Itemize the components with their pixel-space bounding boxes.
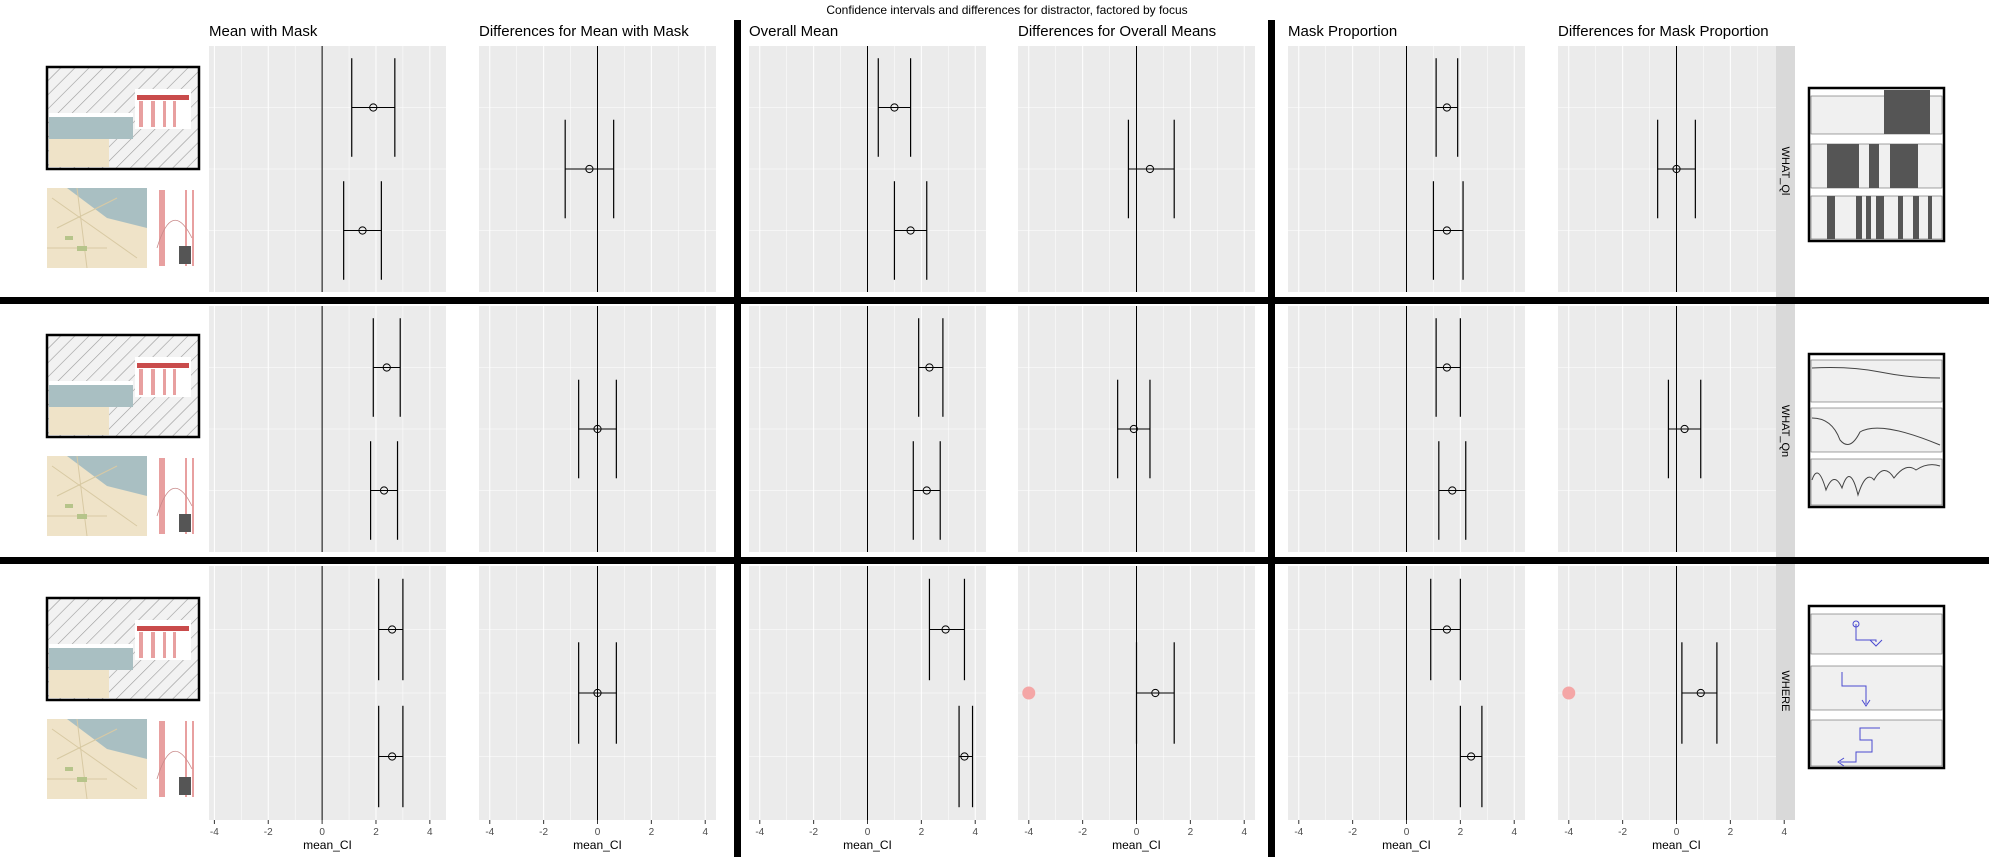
x-tick-label: -4 — [1024, 827, 1033, 838]
x-tick-label: 2 — [649, 827, 655, 838]
x-axis-label: mean_CI — [1652, 838, 1701, 852]
separator-bars — [0, 20, 1989, 857]
thumbnail-map-2 — [46, 455, 199, 537]
focus-illustration-what-ql — [1807, 86, 1946, 243]
x-tick-label: 0 — [865, 827, 871, 838]
mean-point — [1680, 424, 1689, 434]
x-tick-label: 4 — [1511, 827, 1517, 838]
x-axis-label: mean_CI — [1112, 838, 1161, 852]
facet-label-what-ql: WHAT_Ql — [1779, 147, 1791, 196]
x-tick-label: -2 — [1348, 827, 1357, 838]
mean-point — [1672, 164, 1681, 174]
mean-point — [1442, 103, 1451, 112]
mean-point — [369, 103, 378, 112]
x-tick-label: 4 — [1241, 827, 1247, 838]
row-separator-2 — [0, 557, 1989, 564]
x-tick-label: 4 — [972, 827, 978, 838]
panel-title: Overall Mean — [749, 23, 838, 40]
mean-point — [382, 363, 391, 372]
highlight-dot — [1562, 686, 1576, 700]
x-axis-label: mean_CI — [843, 838, 892, 852]
x-tick-label: -2 — [1618, 827, 1627, 838]
mean-point — [925, 363, 934, 372]
x-tick-label: 2 — [919, 827, 925, 838]
mean-point — [1442, 363, 1451, 372]
mean-point — [941, 625, 950, 634]
x-tick-label: 0 — [1404, 827, 1410, 838]
mean-point — [1151, 688, 1160, 698]
facet-strip-background — [1776, 46, 1795, 820]
x-tick-label: -4 — [485, 827, 494, 838]
x-tick-label: -4 — [1564, 827, 1573, 838]
x-tick-label: 4 — [427, 827, 433, 838]
x-tick-label: 4 — [1781, 827, 1787, 838]
x-tick-label: 0 — [1674, 827, 1680, 838]
focus-illustrations — [1807, 86, 1946, 770]
x-tick-label: 0 — [1134, 827, 1140, 838]
mean-point — [388, 752, 397, 761]
mean-point — [1129, 424, 1138, 434]
facet-label-where: WHERE — [1779, 671, 1791, 712]
panel-title: Mean with Mask — [209, 23, 318, 40]
x-tick-label: 2 — [373, 827, 379, 838]
mean-point — [1696, 688, 1705, 698]
x-tick-label: 2 — [1188, 827, 1194, 838]
x-tick-label: -4 — [755, 827, 764, 838]
mean-point — [1145, 164, 1155, 174]
mean-point — [960, 752, 969, 761]
mean-point — [388, 625, 397, 634]
facet-label-what-qn: WHAT_Qn — [1779, 405, 1791, 457]
mean-point — [1442, 625, 1451, 634]
x-tick-label: 4 — [702, 827, 708, 838]
mean-point — [1448, 486, 1457, 495]
x-axis-label: mean_CI — [573, 838, 622, 852]
mean-point — [1467, 752, 1476, 761]
mean-point — [1442, 226, 1451, 235]
focus-illustration-where — [1807, 604, 1946, 770]
mean-point — [585, 164, 594, 174]
row-separator-1 — [0, 297, 1989, 304]
x-tick-label: 2 — [1458, 827, 1464, 838]
facet-strip: WHAT_Ql WHAT_Qn WHERE — [1776, 46, 1795, 820]
mean-point — [593, 424, 602, 434]
panel-title: Differences for Mean with Mask — [479, 23, 689, 40]
x-tick-label: -4 — [210, 827, 219, 838]
focus-illustration-what-qn — [1807, 352, 1946, 509]
thumbnail-map-1 — [46, 187, 199, 269]
x-tick-label: -4 — [1294, 827, 1303, 838]
x-tick-label: 0 — [319, 827, 325, 838]
x-tick-label: -2 — [539, 827, 548, 838]
highlight-dot — [1022, 686, 1036, 700]
x-axis-label: mean_CI — [1382, 838, 1431, 852]
mean-point — [358, 226, 367, 235]
thumbnail-masked-2 — [45, 333, 201, 439]
mean-point — [379, 486, 389, 495]
mean-point — [906, 226, 915, 235]
chart-panels: Mean with Mask -4 -2 0 2 4 mean_CI Differences … — [209, 23, 1795, 852]
panel-title: Differences for Overall Means — [1018, 23, 1216, 40]
x-tick-label: -2 — [809, 827, 818, 838]
mean-point — [922, 486, 931, 495]
stimulus-thumbnails — [45, 65, 201, 800]
panel-title: Differences for Mask Proportion — [1558, 23, 1769, 40]
panel-title: Mask Proportion — [1288, 23, 1397, 40]
mean-point — [593, 688, 602, 698]
x-tick-label: 0 — [595, 827, 601, 838]
x-axis-label: mean_CI — [303, 838, 352, 852]
thumbnail-masked-1 — [45, 65, 201, 171]
figure-title: Confidence intervals and differences for… — [826, 3, 1187, 17]
column-separator-2 — [1268, 20, 1275, 857]
x-tick-label: 2 — [1728, 827, 1734, 838]
thumbnail-masked-3 — [45, 596, 201, 702]
thumbnail-map-3 — [46, 718, 199, 800]
x-tick-label: -2 — [264, 827, 273, 838]
mean-point — [890, 103, 899, 112]
column-separator-1 — [734, 20, 741, 857]
x-tick-label: -2 — [1078, 827, 1087, 838]
